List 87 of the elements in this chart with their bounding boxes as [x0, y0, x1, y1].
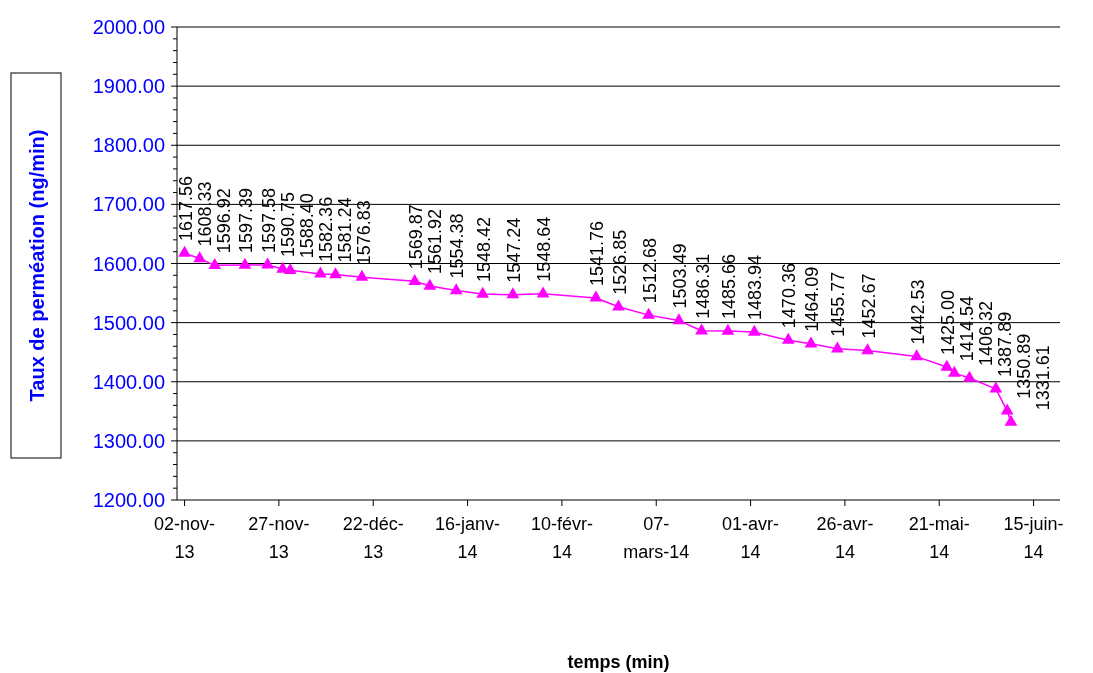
- point: [261, 257, 274, 269]
- point: [910, 349, 923, 361]
- data-label: 1541.76: [586, 220, 607, 286]
- point: [940, 359, 954, 371]
- point: [408, 273, 422, 285]
- point: [642, 307, 656, 319]
- point: [589, 290, 603, 302]
- point: [695, 323, 708, 335]
- y-tick-label: 1700.00: [92, 193, 165, 216]
- data-label: 1548.42: [473, 216, 494, 282]
- data-label: 1464.09: [801, 266, 822, 332]
- data-label: 1470.36: [779, 263, 800, 329]
- point: [193, 251, 206, 263]
- data-label: 1452.67: [858, 273, 879, 339]
- y-tick-label: 1900.00: [92, 75, 165, 98]
- y-tick-label: 1300.00: [92, 429, 165, 452]
- point: [329, 267, 342, 279]
- data-label: 1387.89: [994, 311, 1015, 377]
- y-tick-label: 1200.00: [92, 489, 165, 511]
- point: [831, 341, 844, 353]
- point: [672, 313, 686, 325]
- data-label: 1548.64: [534, 216, 555, 282]
- point: [476, 286, 490, 298]
- data-label: 1483.94: [745, 255, 766, 321]
- point: [423, 278, 437, 290]
- point: [449, 283, 463, 295]
- data-label: 1581.24: [334, 197, 355, 263]
- y-tick-label: 2000.00: [92, 16, 165, 38]
- y-tick-label: 1500.00: [92, 311, 165, 334]
- data-label: 1561.92: [424, 208, 445, 275]
- data-label: 1503.49: [669, 243, 690, 309]
- data-label: 1617.56: [175, 176, 196, 242]
- point: [612, 299, 625, 311]
- point: [208, 257, 222, 269]
- data-label: 1486.31: [692, 253, 713, 319]
- data-label: 1547.24: [503, 217, 524, 283]
- data-label: 1596.92: [213, 188, 234, 254]
- y-tick-label: 1800.00: [92, 134, 165, 157]
- data-label: 1590.75: [277, 191, 298, 257]
- x-tick-label: 27-nov-13: [248, 514, 310, 562]
- x-tick-label: 10-févr-14: [530, 514, 593, 562]
- point: [536, 286, 550, 298]
- y-axis-title: Taux de perméation (ng/min): [26, 129, 48, 402]
- data-label: 1350.89: [1013, 333, 1034, 399]
- point: [178, 245, 191, 257]
- point: [1004, 414, 1018, 426]
- point: [283, 263, 297, 275]
- point: [506, 287, 520, 299]
- x-tick-label: 16-janv-14: [435, 514, 501, 562]
- point: [355, 269, 369, 281]
- point: [238, 257, 252, 269]
- data-label: 1442.53: [907, 279, 928, 345]
- point: [861, 343, 874, 355]
- data-label: 1608.33: [194, 181, 215, 247]
- point: [1000, 403, 1014, 415]
- data-label: 1576.83: [353, 200, 374, 266]
- data-label: 1425.00: [937, 289, 958, 355]
- data-label: 1582.36: [315, 196, 336, 262]
- x-axis-title: temps (min): [567, 652, 670, 672]
- x-tick-label: 22-déc-13: [342, 514, 404, 562]
- x-tick-label: 26-avr-14: [816, 514, 874, 562]
- point: [314, 266, 327, 278]
- data-label: 1406.32: [975, 300, 996, 367]
- data-label: 1512.68: [639, 238, 660, 304]
- data-label: 1588.40: [296, 193, 317, 259]
- data-label: 1331.61: [1032, 345, 1053, 411]
- point: [804, 336, 818, 348]
- data-label: 1554.38: [447, 213, 468, 279]
- point: [721, 323, 735, 335]
- x-tick-label: 07-mars-14: [623, 514, 690, 562]
- x-tick-label: 01-avr-14: [722, 514, 780, 562]
- data-label: 1597.39: [235, 187, 256, 254]
- x-tick-label: 15-juin-14: [1003, 514, 1064, 562]
- y-tick-label: 1600.00: [92, 252, 165, 275]
- point: [989, 381, 1003, 393]
- data-label: 1485.66: [718, 254, 739, 320]
- point: [781, 332, 795, 344]
- y-tick-label: 1400.00: [92, 370, 165, 393]
- x-tick-label: 21-mai-14: [908, 514, 970, 562]
- point: [747, 324, 761, 336]
- data-label: 1455.77: [828, 271, 849, 337]
- point: [947, 365, 961, 377]
- point: [963, 370, 976, 382]
- x-tick-label: 02-nov-13: [154, 514, 216, 562]
- data-label: 1526.85: [609, 229, 630, 295]
- data-label: 1414.54: [956, 296, 977, 362]
- data-label: 1597.58: [258, 187, 279, 253]
